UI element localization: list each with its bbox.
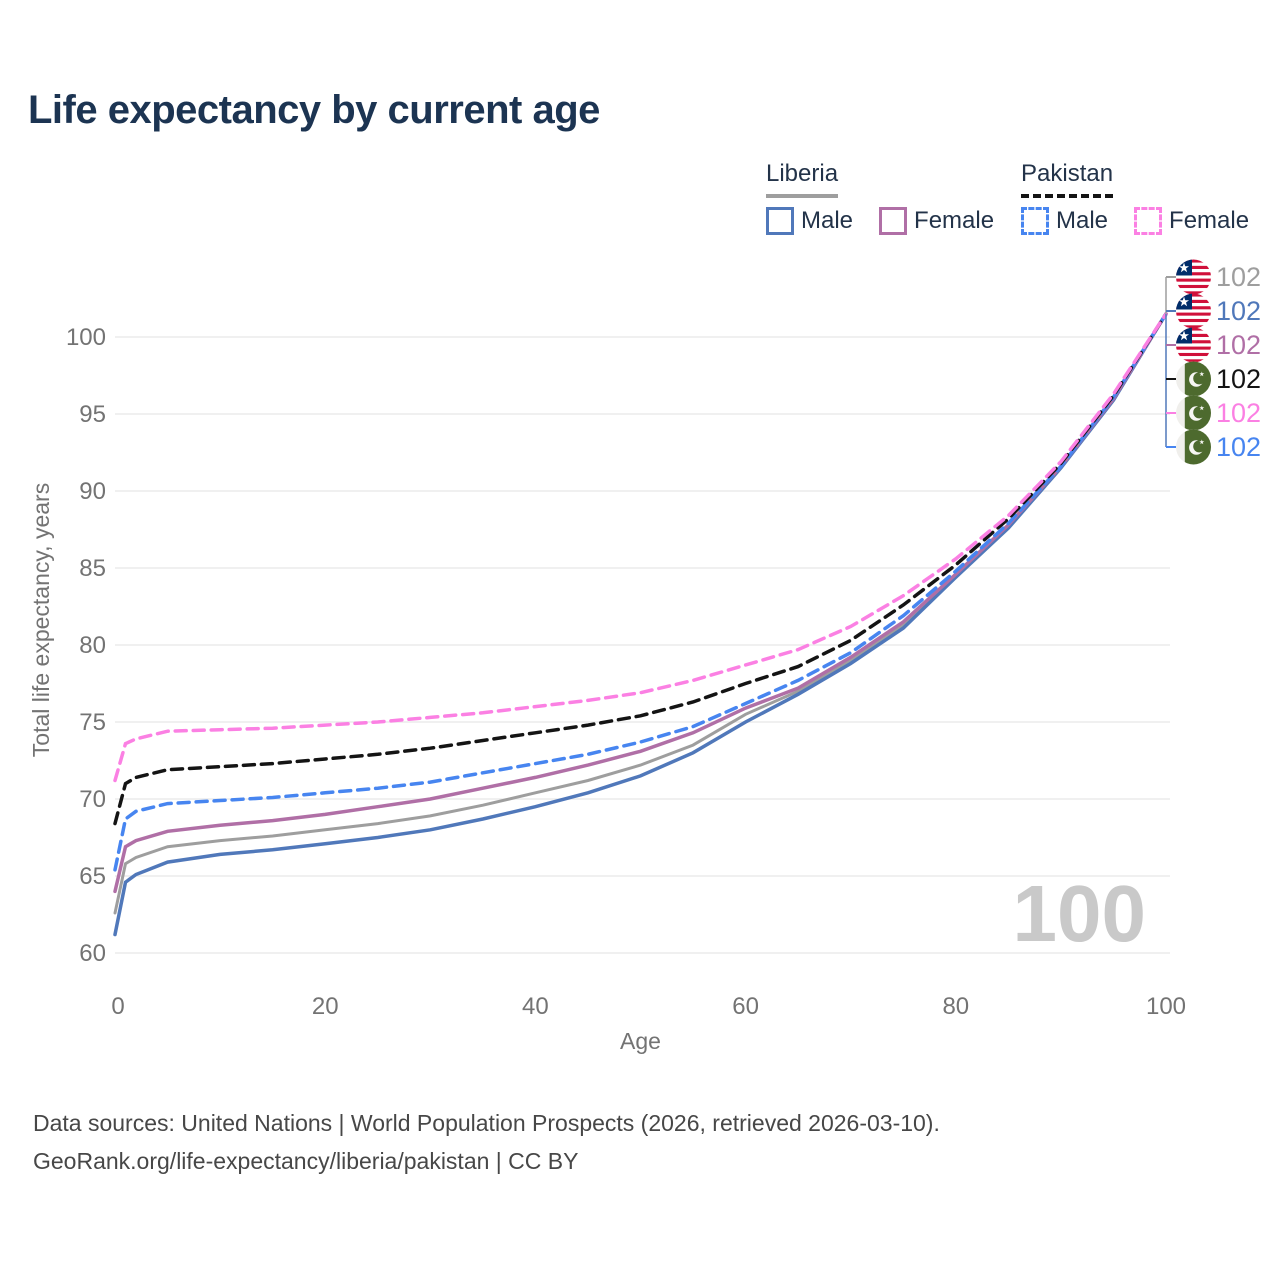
legend-swatch-solid-female <box>879 207 908 235</box>
legend-label: Male <box>1056 207 1109 234</box>
legend-item-liberia-female[interactable]: Female <box>879 207 994 235</box>
legend-swatch-dashed-female <box>1134 207 1163 235</box>
x-axis-title: Age <box>620 1028 661 1054</box>
end-value-label: 102 <box>1216 398 1261 428</box>
legend-swatch-dashed-male <box>1021 207 1049 235</box>
y-tick-label-90: 90 <box>79 478 106 505</box>
series-line-pakistan-both-sexes[interactable] <box>113 312 1168 826</box>
y-axis-title: Total life expectancy, years <box>28 483 54 757</box>
end-value-label: 102 <box>1216 330 1261 360</box>
x-tick-label-100: 100 <box>1146 993 1186 1020</box>
y-tick-label-95: 95 <box>79 401 106 428</box>
legend-swatch-solid-male <box>766 207 794 235</box>
series-line-liberia-male[interactable] <box>113 312 1168 937</box>
legend-items-row: Male Female <box>766 207 994 235</box>
attribution-line: GeoRank.org/life-expectancy/liberia/paki… <box>33 1148 579 1174</box>
pakistan-flag-icon <box>1176 395 1211 431</box>
pakistan-flag-icon <box>1176 429 1211 465</box>
x-tick-label-80: 80 <box>942 993 969 1020</box>
series-line-pakistan-female[interactable] <box>113 312 1168 783</box>
liberia-flag-icon <box>1176 259 1211 295</box>
legend-label: Female <box>1169 207 1250 234</box>
x-tick-label-40: 40 <box>522 993 549 1020</box>
y-tick-label-70: 70 <box>79 786 106 813</box>
y-tick-label-75: 75 <box>79 709 106 736</box>
legend-country-liberia[interactable]: Liberia <box>766 160 839 198</box>
x-tick-label-20: 20 <box>312 993 339 1020</box>
legend-item-pakistan-male[interactable]: Male <box>1021 207 1108 235</box>
legend-item-pakistan-female[interactable]: Female <box>1134 207 1249 235</box>
end-value-label: 102 <box>1216 364 1261 394</box>
end-value-label: 102 <box>1216 262 1261 292</box>
data-sources-line: Data sources: United Nations | World Pop… <box>33 1110 940 1136</box>
y-tick-label-60: 60 <box>79 940 106 967</box>
legend-label: Female <box>914 207 995 234</box>
liberia-flag-icon <box>1176 293 1211 329</box>
year-watermark: 100 <box>1013 869 1146 958</box>
x-tick-label-0: 0 <box>111 993 124 1020</box>
legend-group-pakistan: Pakistan Male Female <box>1021 160 1249 235</box>
y-tick-label-85: 85 <box>79 555 106 582</box>
legend-items-row: Male Female <box>1021 207 1249 235</box>
series-line-liberia-both-sexes[interactable] <box>113 312 1168 915</box>
legend-group-liberia: Liberia Male Female <box>766 160 994 235</box>
legend-label: Male <box>801 207 854 234</box>
y-tick-label-80: 80 <box>79 632 106 659</box>
legend-country-pakistan[interactable]: Pakistan <box>1021 160 1114 198</box>
legend-item-liberia-male[interactable]: Male <box>766 207 853 235</box>
liberia-flag-icon <box>1176 327 1211 363</box>
x-tick-label-60: 60 <box>732 993 759 1020</box>
series-line-liberia-female[interactable] <box>113 312 1168 894</box>
page-title: Life expectancy by current age <box>28 88 600 132</box>
series-line-pakistan-male[interactable] <box>113 312 1168 872</box>
end-value-label: 102 <box>1216 296 1261 326</box>
end-value-label: 102 <box>1216 432 1261 462</box>
pakistan-flag-icon <box>1176 361 1211 397</box>
y-tick-label-65: 65 <box>79 863 106 890</box>
y-tick-label-100: 100 <box>66 324 106 351</box>
